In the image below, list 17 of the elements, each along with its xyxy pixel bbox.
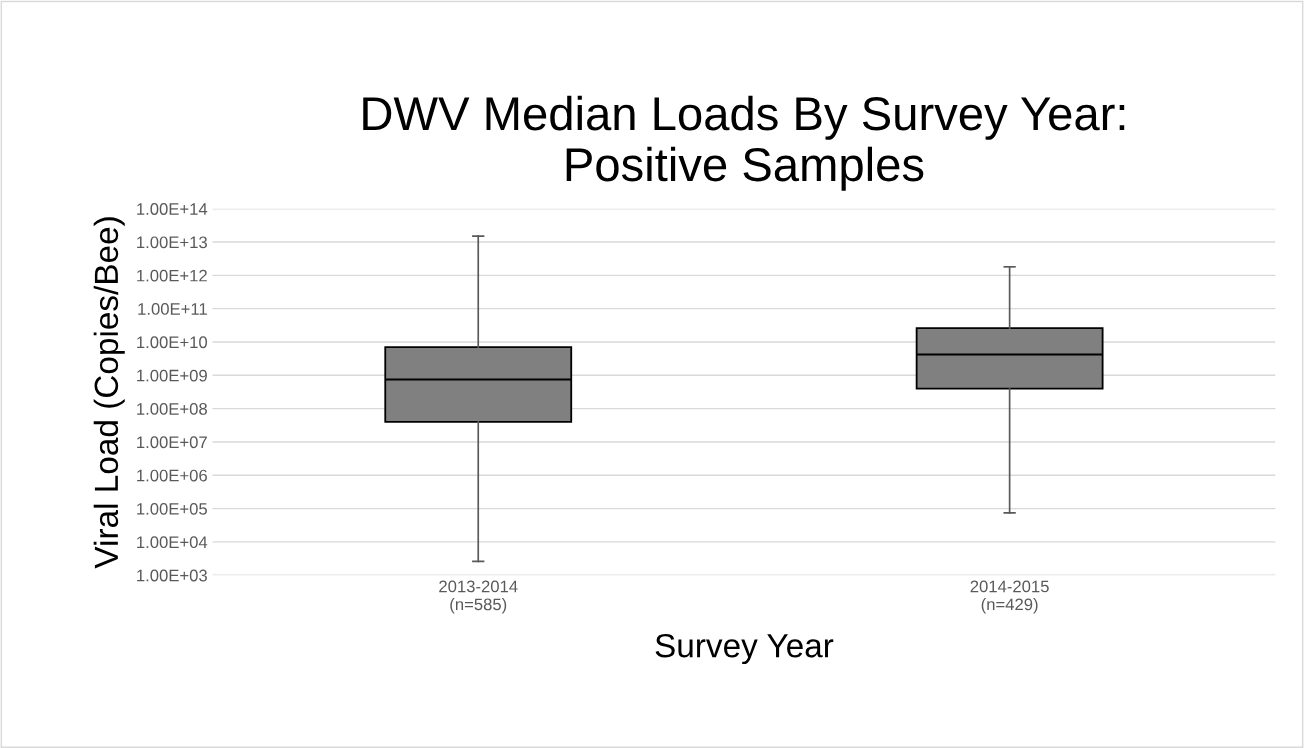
x-axis-title: Survey Year xyxy=(655,633,834,665)
y-tick-label: 1.00E+13 xyxy=(137,236,207,249)
x-tick-label: 2014-2015 (n=429) xyxy=(970,580,1049,614)
y-tick-label: 1.00E+07 xyxy=(137,436,207,449)
y-tick-label: 1.00E+05 xyxy=(137,502,207,515)
y-tick-label: 1.00E+04 xyxy=(137,536,208,549)
y-tick-label: 1.00E+08 xyxy=(137,403,207,415)
y-axis-title: Viral Load (Copies/Bee) xyxy=(93,217,125,569)
chart-title: DWV Median Loads By Survey Year: Positive Samples xyxy=(363,95,1125,191)
x-tick-label: 2013-2014 (n=585) xyxy=(439,580,518,614)
y-tick-label: 1.00E+10 xyxy=(137,336,208,349)
y-tick-label: 1.00E+09 xyxy=(137,369,207,382)
y-tick-label: 1.00E+03 xyxy=(137,569,207,582)
y-tick-label: 1.00E+06 xyxy=(137,469,207,482)
y-tick-label: 1.00E+12 xyxy=(137,269,207,282)
y-tick-label: 1.00E+11 xyxy=(138,303,207,315)
y-tick-label: 1.00E+14 xyxy=(137,203,208,215)
